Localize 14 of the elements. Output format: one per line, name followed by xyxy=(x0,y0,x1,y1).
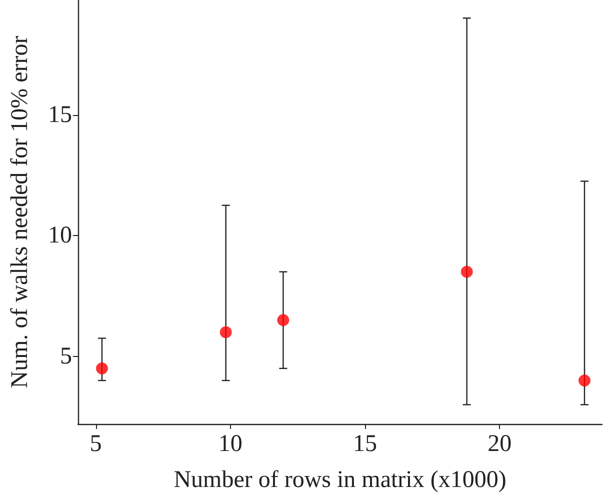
y-tick-label: 5 xyxy=(60,343,72,370)
y-tick-label: 10 xyxy=(48,222,72,249)
point xyxy=(277,314,290,326)
x-tick-label: 20 xyxy=(488,431,512,457)
x-tick-label: 10 xyxy=(218,431,242,457)
x-tick-label: 15 xyxy=(353,431,378,457)
point xyxy=(96,362,108,374)
x-tick-label: 5 xyxy=(90,431,102,457)
point xyxy=(220,326,232,338)
point xyxy=(460,266,473,278)
y-tick-label: 15 xyxy=(48,102,72,128)
x-axis-title: Number of rows in matrix (x1000) xyxy=(174,467,506,493)
y-axis-title: Num. of walks needed for 10% error xyxy=(7,36,33,388)
point xyxy=(578,374,590,387)
